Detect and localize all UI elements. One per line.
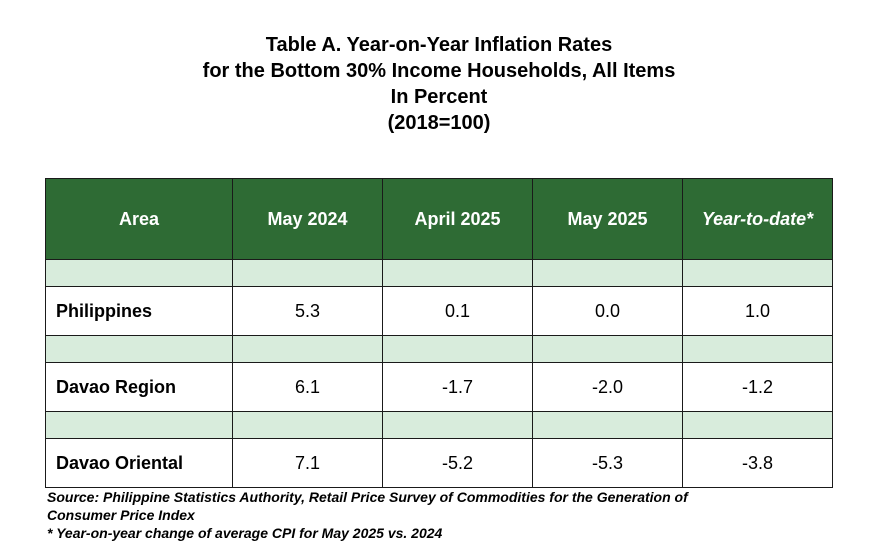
spacer-cell [532, 259, 683, 287]
table-row-davao-region: Davao Region 6.1 -1.7 -2.0 -1.2 [45, 362, 833, 412]
title-line-2: for the Bottom 30% Income Households, Al… [202, 60, 676, 82]
spacer-cell [682, 335, 833, 363]
spacer-cell [382, 335, 533, 363]
spacer-cell [232, 335, 383, 363]
spacer-cell [45, 411, 233, 439]
source-note-line-2: Consumer Price Index [47, 507, 195, 523]
header-april-2025: April 2025 [382, 178, 533, 260]
footnote: * Year-on-year change of average CPI for… [47, 525, 443, 541]
value-cell-april-2025: -5.2 [382, 438, 533, 488]
value-cell-year-to-date: -3.8 [682, 438, 833, 488]
title-line-3: In Percent [390, 86, 488, 108]
spacer-cell [682, 411, 833, 439]
area-cell: Philippines [45, 286, 233, 336]
spacer-cell [45, 259, 233, 287]
spacer-row [45, 259, 833, 287]
spacer-cell [382, 259, 533, 287]
table-title: Table A. Year-on-Year Inflation Rates fo… [0, 32, 878, 136]
header-area: Area [45, 178, 233, 260]
header-may-2025: May 2025 [532, 178, 683, 260]
value-cell-may-2025: -2.0 [532, 362, 683, 412]
area-cell: Davao Region [45, 362, 233, 412]
value-cell-april-2025: -1.7 [382, 362, 533, 412]
table-notes: Source: Philippine Statistics Authority,… [47, 488, 837, 542]
table-row-davao-oriental: Davao Oriental 7.1 -5.2 -5.3 -3.8 [45, 438, 833, 488]
value-cell-year-to-date: 1.0 [682, 286, 833, 336]
value-cell-may-2024: 6.1 [232, 362, 383, 412]
value-cell-april-2025: 0.1 [382, 286, 533, 336]
header-may-2024: May 2024 [232, 178, 383, 260]
value-cell-may-2025: 0.0 [532, 286, 683, 336]
spacer-cell [532, 411, 683, 439]
source-note-line-1: Source: Philippine Statistics Authority,… [47, 489, 688, 505]
header-year-to-date: Year-to-date* [682, 178, 833, 260]
table-row-philippines: Philippines 5.3 0.1 0.0 1.0 [45, 286, 833, 336]
value-cell-may-2024: 7.1 [232, 438, 383, 488]
inflation-table: Area May 2024 April 2025 May 2025 Year-t… [45, 178, 833, 488]
spacer-row [45, 335, 833, 363]
spacer-cell [232, 411, 383, 439]
spacer-row [45, 411, 833, 439]
header-row: Area May 2024 April 2025 May 2025 Year-t… [45, 178, 833, 260]
spacer-cell [45, 335, 233, 363]
spacer-cell [532, 335, 683, 363]
value-cell-may-2024: 5.3 [232, 286, 383, 336]
area-cell: Davao Oriental [45, 438, 233, 488]
title-line-4: (2018=100) [387, 112, 491, 134]
spacer-cell [382, 411, 533, 439]
value-cell-may-2025: -5.3 [532, 438, 683, 488]
value-cell-year-to-date: -1.2 [682, 362, 833, 412]
spacer-cell [232, 259, 383, 287]
title-line-1: Table A. Year-on-Year Inflation Rates [265, 34, 613, 56]
spacer-cell [682, 259, 833, 287]
